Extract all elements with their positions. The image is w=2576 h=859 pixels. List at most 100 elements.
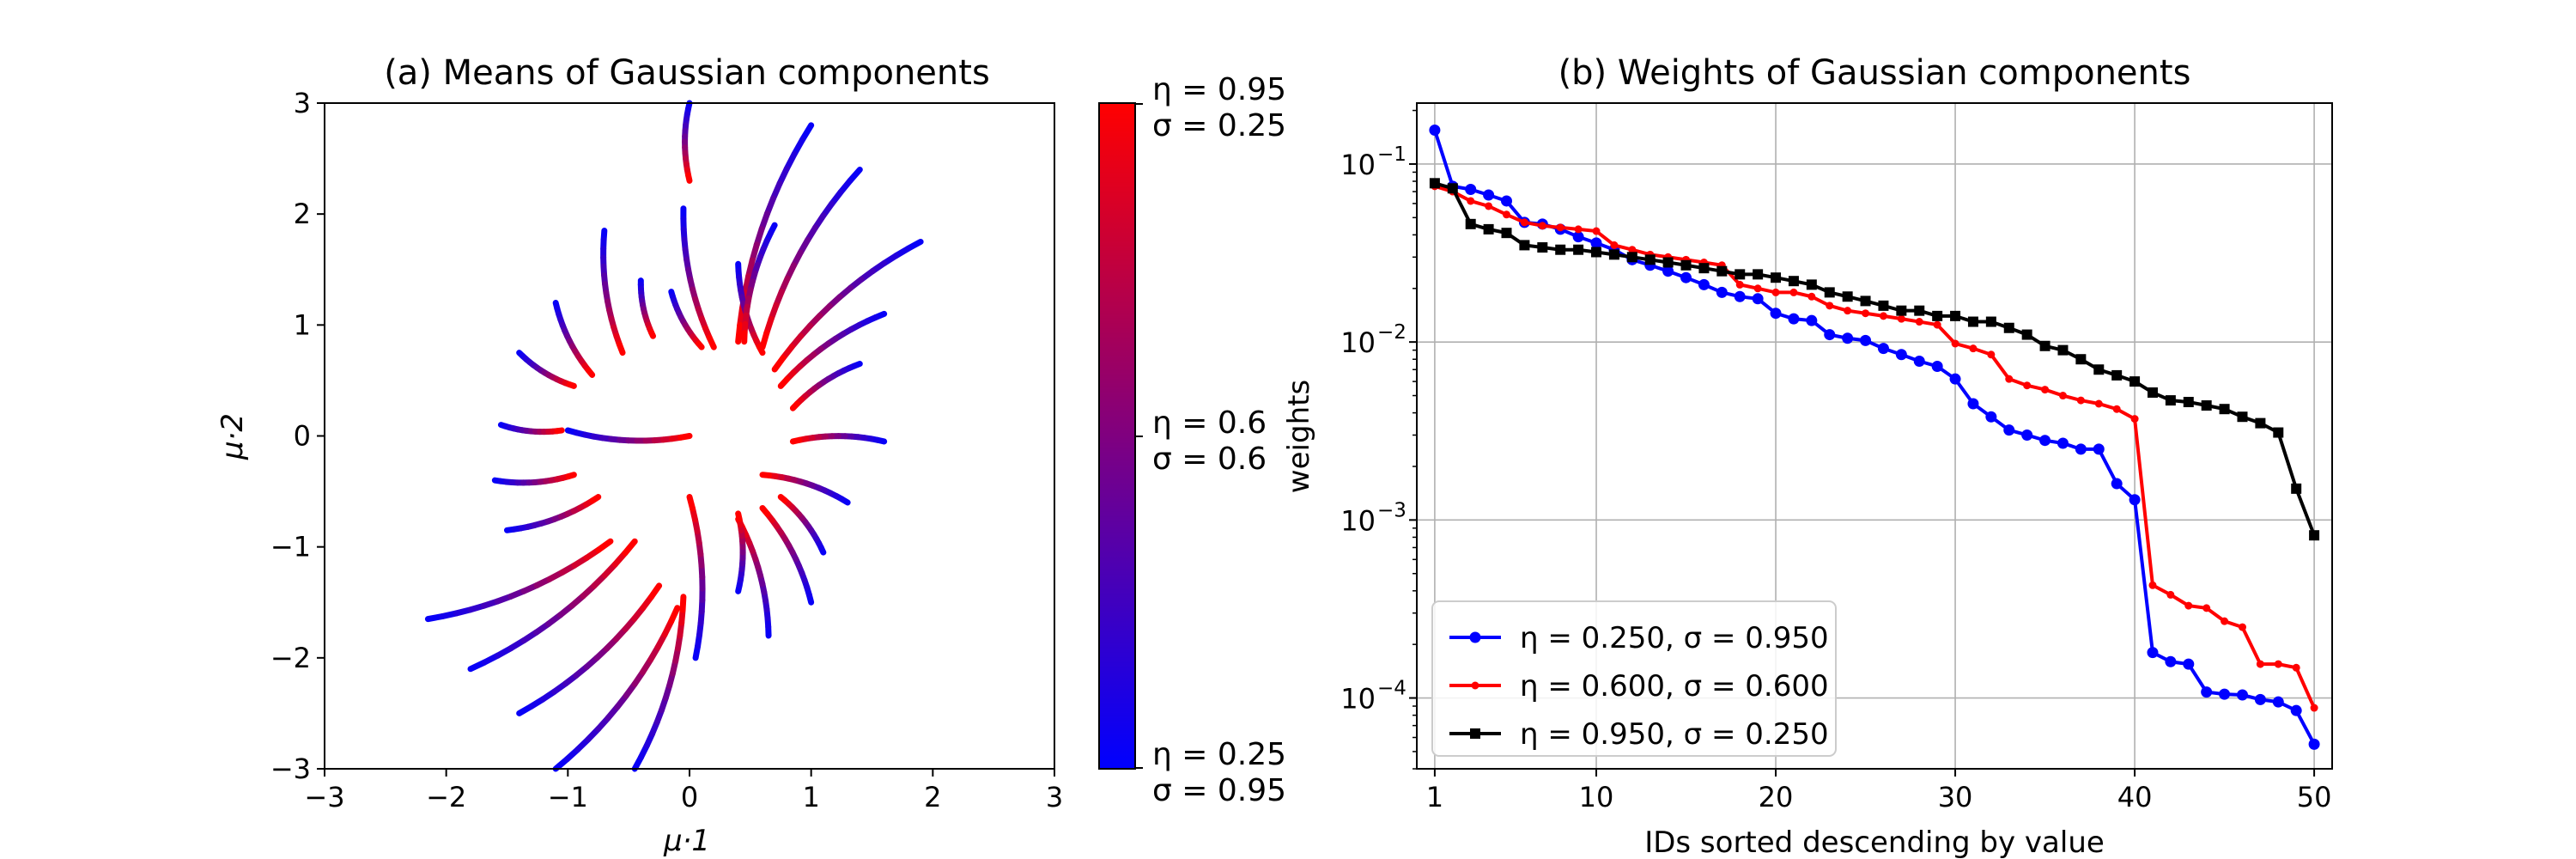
data-point bbox=[2201, 686, 2213, 698]
trajectory-23 bbox=[600, 228, 626, 356]
data-point bbox=[1967, 398, 1979, 410]
trajectory-11 bbox=[735, 510, 746, 594]
trajectory-24 bbox=[637, 277, 656, 339]
data-point bbox=[1752, 293, 1764, 305]
panel-a-x-ticks: −3 −2 −1 0 1 2 3 bbox=[304, 769, 1063, 813]
panel-a-axes-frame bbox=[324, 102, 1055, 770]
data-point bbox=[2057, 437, 2069, 449]
data-point bbox=[2273, 427, 2284, 438]
data-point bbox=[2148, 581, 2157, 589]
trajectory-segment bbox=[668, 605, 681, 624]
data-point bbox=[1734, 290, 1746, 302]
data-point bbox=[1519, 240, 1530, 251]
data-point bbox=[2219, 688, 2231, 700]
trajectory-segment bbox=[696, 340, 705, 350]
data-point bbox=[1735, 280, 1744, 289]
data-point bbox=[1573, 244, 1584, 255]
trajectory-segment bbox=[735, 510, 743, 522]
panel-a-x-tick-label: −3 bbox=[304, 781, 344, 813]
data-point bbox=[2075, 354, 2087, 365]
trajectory-12 bbox=[686, 494, 706, 661]
data-point bbox=[2202, 604, 2211, 612]
data-point bbox=[2041, 386, 2050, 394]
panel-b-x-tick-label: 30 bbox=[1938, 781, 1973, 813]
data-point bbox=[1574, 225, 1583, 234]
data-point bbox=[2221, 617, 2229, 625]
data-point bbox=[2236, 689, 2248, 701]
data-point bbox=[1877, 343, 1889, 355]
data-point bbox=[2112, 405, 2121, 413]
data-point bbox=[2021, 329, 2032, 340]
trajectory-segment bbox=[595, 538, 614, 553]
panel-b-axes-frame bbox=[1416, 102, 2333, 770]
panel-a-y-tick-label: −2 bbox=[270, 642, 311, 674]
panel-b-y-tick-label: 10 bbox=[1340, 683, 1376, 716]
data-point bbox=[1591, 247, 1602, 258]
panel-a-x-tick-label: −1 bbox=[548, 781, 588, 813]
trajectory-30 bbox=[564, 427, 693, 444]
panel-b-legend: η = 0.250, σ = 0.950 η = 0.600, σ = 0.600… bbox=[1431, 600, 1837, 757]
data-point bbox=[2308, 738, 2320, 750]
series-line bbox=[1434, 181, 2316, 536]
data-point bbox=[1626, 252, 1637, 263]
data-point bbox=[2255, 417, 2266, 429]
trajectory-18 bbox=[504, 494, 602, 533]
data-point bbox=[1592, 227, 1601, 235]
data-point bbox=[1932, 310, 1943, 321]
data-point bbox=[1520, 218, 1528, 227]
data-point bbox=[2166, 590, 2175, 599]
data-point bbox=[2129, 376, 2141, 387]
trajectory-segment bbox=[677, 433, 693, 441]
trajectory-segment bbox=[759, 504, 771, 517]
data-point bbox=[1969, 344, 1978, 353]
data-point bbox=[1844, 307, 1852, 315]
trajectory-segment bbox=[789, 436, 803, 445]
data-point bbox=[2093, 364, 2105, 375]
data-point bbox=[1987, 350, 1996, 359]
data-point bbox=[1662, 265, 1674, 277]
data-point bbox=[1933, 320, 1941, 329]
data-point bbox=[2165, 395, 2176, 406]
panel-b-y-tick-exponent: −3 bbox=[1377, 499, 1406, 521]
data-point bbox=[2165, 655, 2177, 667]
legend-label: η = 0.600, σ = 0.600 bbox=[1520, 669, 1829, 704]
data-point bbox=[1789, 288, 1798, 296]
panel-a-y-tick-label: 1 bbox=[294, 308, 311, 341]
data-point bbox=[1879, 312, 1887, 320]
data-point bbox=[2111, 369, 2123, 381]
trajectory-segment bbox=[616, 341, 626, 356]
trajectory-segment bbox=[585, 367, 596, 378]
data-point bbox=[2183, 397, 2194, 408]
data-point bbox=[2039, 340, 2050, 351]
legend-label: η = 0.250, σ = 0.950 bbox=[1520, 621, 1829, 655]
trajectory-4 bbox=[777, 310, 888, 389]
panel-a-y-tick-label: 2 bbox=[294, 198, 311, 230]
trajectory-segment bbox=[759, 472, 773, 478]
panel-b-x-tick-label: 20 bbox=[1759, 781, 1794, 813]
data-point bbox=[1806, 279, 1817, 290]
data-point bbox=[1771, 288, 1780, 296]
data-point bbox=[2003, 424, 2015, 436]
panel-b: (b) Weights of Gaussian components 1 10 20… bbox=[1282, 53, 2333, 859]
panel-b-y-tick-label: 10 bbox=[1340, 149, 1376, 181]
legend-marker bbox=[1471, 681, 1479, 690]
trajectory-segment bbox=[706, 334, 717, 350]
data-point bbox=[2039, 435, 2051, 447]
panel-b-x-ticks: 1 10 20 30 40 50 bbox=[1426, 769, 2331, 813]
panel-a-trajectories bbox=[424, 100, 924, 772]
data-point bbox=[1698, 263, 1710, 274]
panel-a-x-tick-label: 3 bbox=[1046, 781, 1063, 813]
data-point bbox=[1465, 184, 1477, 196]
trajectory-segment bbox=[777, 494, 788, 503]
data-point bbox=[2237, 411, 2248, 423]
trajectory-segment bbox=[647, 582, 663, 600]
panel-b-y-tick-label: 10 bbox=[1340, 504, 1376, 537]
trajectory-6 bbox=[789, 433, 888, 445]
trajectory-segment bbox=[566, 381, 577, 389]
trajectory-22 bbox=[552, 300, 596, 378]
legend-item-2: η = 0.600, σ = 0.600 bbox=[1449, 669, 1829, 704]
data-point bbox=[2290, 704, 2302, 716]
data-point bbox=[1824, 287, 1835, 298]
panel-a-x-tick-label: 2 bbox=[924, 781, 941, 813]
